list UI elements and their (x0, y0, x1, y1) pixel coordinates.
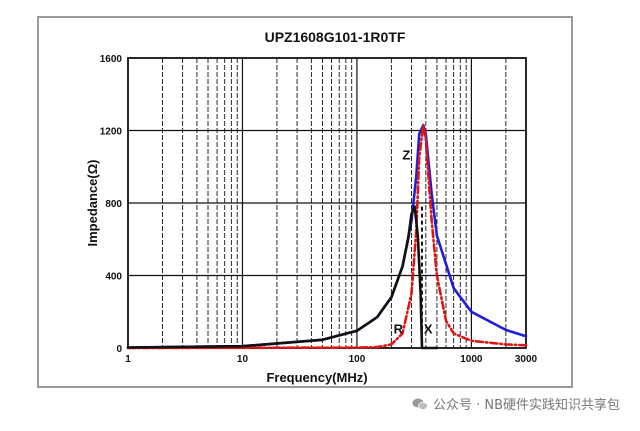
watermark-text: 公众号 · NB硬件实践知识共享包 (432, 398, 620, 413)
chart-title: UPZ1608G101-1R0TF (265, 29, 406, 45)
y-tick-label: 0 (116, 344, 122, 355)
x-tick-label: 1000 (460, 354, 483, 365)
x-axis-label: Frequency(MHz) (266, 370, 367, 385)
y-tick-label: 1200 (100, 127, 123, 138)
annotation-r: R (394, 322, 404, 337)
y-axis-label: Impedance(Ω) (85, 160, 100, 247)
series-r-line (126, 123, 528, 350)
chart-frame: UPZ1608G101-1R0TF 1 10 100 1000 3000 0 400 800 12… (37, 16, 573, 388)
wechat-icon (412, 398, 428, 410)
y-tick-label: 800 (105, 199, 122, 210)
annotation-z: Z (402, 148, 410, 163)
x-tick-label: 10 (237, 354, 249, 365)
x-tick-label: 1 (125, 354, 131, 365)
impedance-chart: UPZ1608G101-1R0TF 1 10 100 1000 3000 0 400 800 12… (85, 29, 538, 385)
watermark: 公众号 · NB硬件实践知识共享包 (412, 394, 620, 413)
x-tick-label: 3000 (515, 354, 538, 365)
y-tick-label: 400 (105, 272, 122, 283)
y-tick-label: 1600 (100, 54, 123, 65)
x-tick-label: 100 (349, 354, 366, 365)
annotation-x: X (424, 322, 433, 337)
series-x-line (126, 205, 439, 350)
